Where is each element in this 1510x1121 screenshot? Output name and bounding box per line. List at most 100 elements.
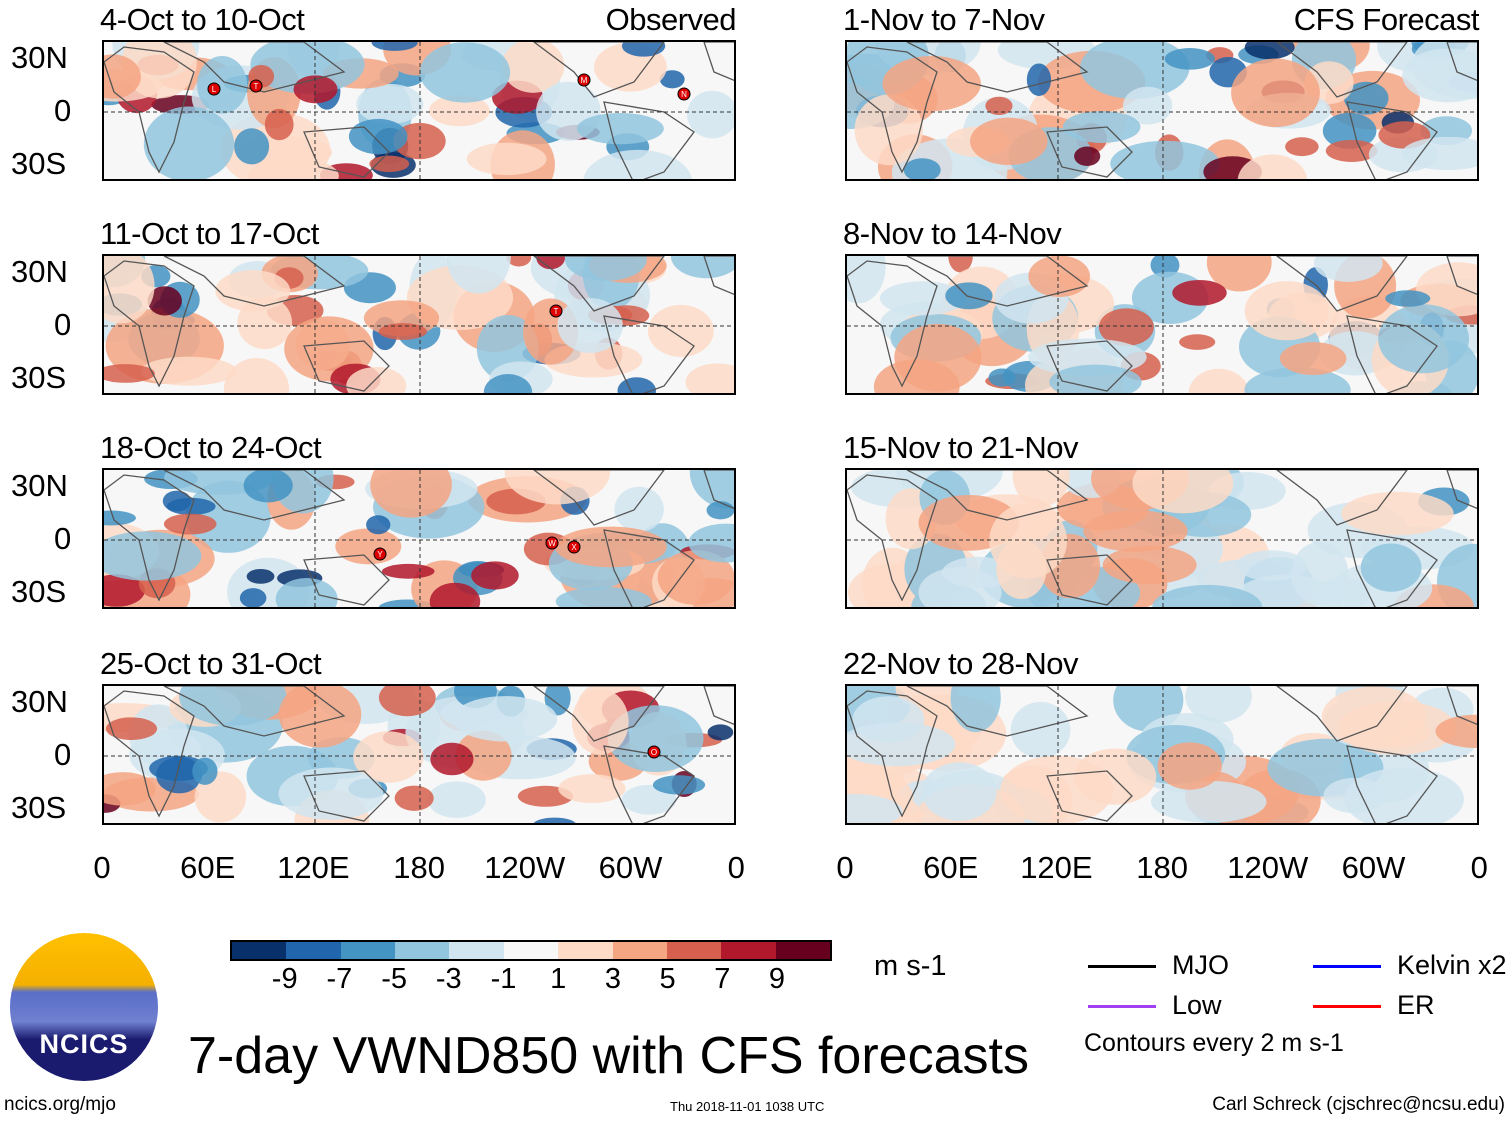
svg-text:N: N (681, 90, 687, 99)
anomaly-contour (536, 256, 566, 270)
anomaly-contour (250, 42, 365, 94)
colorbar-swatch (340, 942, 396, 959)
anomaly-contour (1026, 63, 1052, 97)
anomaly-contour (192, 757, 218, 785)
colorbar-swatch (286, 942, 341, 959)
anomaly-contour (446, 256, 511, 294)
lon-tick-label: 120E (1020, 850, 1093, 885)
wind-anomaly-field: L T M N (104, 42, 734, 179)
wind-anomaly-field (847, 470, 1477, 607)
anomaly-contour (576, 112, 664, 145)
lon-tick-label: 0 (93, 850, 111, 885)
panel-title: 15-Nov to 21-Nov (843, 430, 1078, 465)
anomaly-contour (156, 756, 203, 794)
anomaly-contour (558, 774, 626, 804)
legend-note: Contours every 2 m s-1 (1084, 1029, 1344, 1057)
colorbar-swatch (395, 942, 450, 959)
legend-label: MJO (1172, 950, 1229, 980)
coastline (104, 474, 195, 602)
map-panel (845, 254, 1479, 395)
panel-title: 22-Nov to 28-Nov (843, 646, 1078, 681)
anomaly-contour (394, 785, 434, 811)
anomaly-contour (847, 793, 903, 823)
anomaly-contour (1049, 364, 1142, 393)
wind-anomaly-field: Y W X (104, 470, 734, 607)
lat-tick-label: 30N (11, 684, 68, 719)
legend-label: Kelvin x2 (1397, 950, 1507, 980)
tropical-cyclone-marker: M (577, 73, 591, 87)
wind-anomaly-field: T (104, 256, 734, 393)
anomaly-contour (162, 490, 192, 512)
coastline (1046, 340, 1133, 392)
tropical-cyclone-marker: L (207, 82, 221, 96)
anomaly-contour (370, 470, 452, 518)
anomaly-contour (1313, 256, 1383, 282)
panel-title: 4-Oct to 10-Oct (100, 2, 305, 37)
anomaly-contour (501, 42, 565, 93)
anomaly-contour (104, 256, 155, 324)
anomaly-contour (879, 281, 965, 316)
colorbar-label: 3 (604, 963, 621, 995)
anomaly-contour (1285, 137, 1319, 157)
anomaly-contour (369, 155, 410, 173)
wind-anomaly-field (847, 256, 1477, 393)
anomaly-contour (1236, 550, 1307, 581)
anomaly-contour (903, 158, 941, 179)
anomaly-contour (607, 705, 704, 773)
coastline (1046, 126, 1133, 178)
coastline (1275, 42, 1408, 98)
colorbar-swatch (449, 942, 504, 959)
coastline (163, 256, 346, 307)
anomaly-contour (143, 106, 235, 179)
colorbar-swatch (775, 942, 830, 959)
legend-line-low (1088, 1005, 1156, 1008)
lat-tick-label: 0 (54, 521, 72, 556)
anomaly-contour (147, 286, 182, 316)
colorbar-unit: m s-1 (874, 950, 947, 982)
coastline (1046, 554, 1133, 606)
svg-text:X: X (571, 543, 577, 552)
anomaly-contour (1341, 491, 1454, 536)
anomaly-contour (353, 731, 424, 783)
anomaly-contour (429, 582, 481, 607)
coastline (163, 470, 346, 521)
tropical-cyclone-marker: N (677, 87, 691, 101)
anomaly-contour (452, 696, 558, 742)
coastline (703, 42, 734, 82)
anomaly-contour (918, 567, 1002, 607)
anomaly-contour (1231, 58, 1320, 128)
anomaly-contour (1185, 686, 1252, 723)
anomaly-contour (614, 486, 664, 532)
coastline (1446, 470, 1477, 510)
panel-title: 25-Oct to 31-Oct (100, 646, 322, 681)
column-label: CFS Forecast (1293, 2, 1480, 37)
anomaly-contour (685, 363, 734, 393)
anomaly-contour (104, 772, 156, 806)
anomaly-contour (371, 42, 418, 51)
tropical-cyclone-marker: T (549, 304, 563, 318)
lon-tick-label: 0 (836, 850, 854, 885)
anomaly-contour (985, 96, 1013, 116)
anomaly-contour (471, 561, 519, 590)
colorbar-swatch (558, 942, 613, 959)
anomaly-contour (105, 717, 158, 740)
legend-label: ER (1397, 990, 1435, 1020)
lat-tick-label: 30N (11, 468, 68, 503)
map-panel (845, 468, 1479, 609)
svg-text:O: O (651, 748, 657, 757)
colorbar-label: -9 (271, 963, 298, 995)
logo-text: NCICS (39, 1029, 129, 1059)
lon-tick-label: 60W (598, 850, 663, 885)
anomaly-contour (1098, 308, 1154, 346)
anomaly-contour (1279, 342, 1347, 375)
anomaly-contour (104, 364, 155, 383)
lat-tick-label: 30S (11, 146, 67, 181)
colorbar-label: 5 (659, 963, 676, 995)
anomaly-contour (179, 686, 287, 726)
anomaly-contour (948, 256, 973, 273)
lat-tick-label: 30N (11, 254, 68, 289)
anomaly-contour (428, 95, 490, 127)
panel-title: 18-Oct to 24-Oct (100, 430, 322, 465)
panel-title: 8-Nov to 14-Nov (843, 216, 1062, 251)
